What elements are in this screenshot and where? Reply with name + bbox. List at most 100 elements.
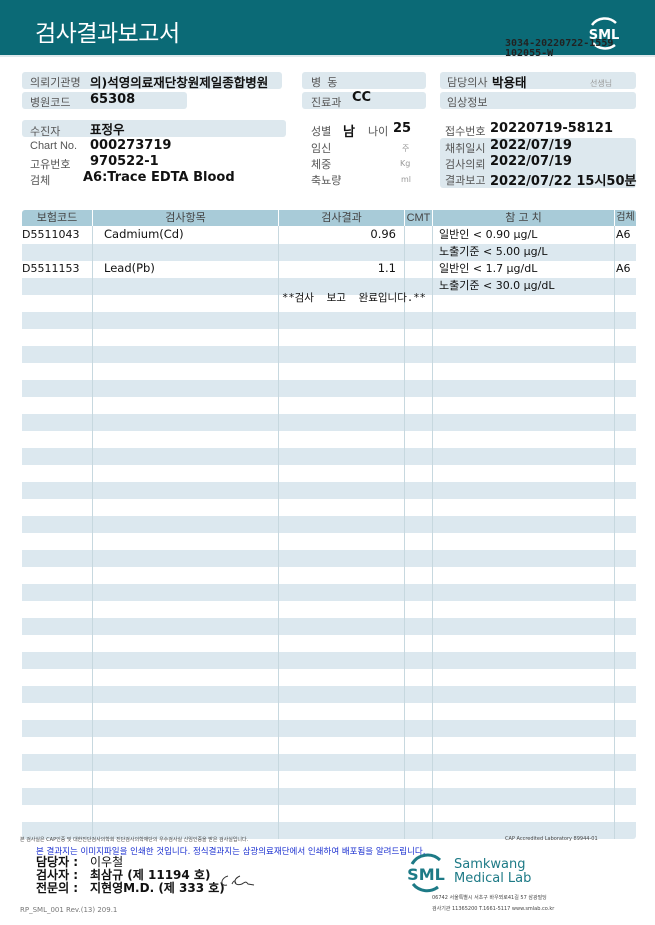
table-row [22,550,636,567]
cell-item: Lead(Pb) [104,261,155,275]
dept-value: CC [352,90,372,105]
manager-value: 이우철 [90,855,124,869]
weight-unit: Kg [400,159,411,168]
table-row [22,601,636,618]
sex-value: 남 [343,125,355,140]
hospital-code-box [22,92,187,109]
table-row [22,346,636,363]
doctor-suffix: 선생님 [590,79,613,88]
table-row [22,686,636,703]
age-value: 25 [393,121,412,136]
table-row [22,720,636,737]
table-row [22,567,636,584]
urine-unit: ml [401,175,412,184]
dates-box [440,138,636,188]
ward-label: 병 동 [311,77,338,89]
completion-message: **검사 보고 완료입니다.** [282,292,426,304]
table-row [22,329,636,346]
table-row [22,754,636,771]
report-label: 결과보고 [445,175,486,187]
lab-contact: 검사기관 11365200 T.1661-5117 www.smlab.co.k… [432,906,555,912]
age-label: 나이 [368,126,389,138]
specialist-label: 전문의 : [36,881,79,895]
patient-value: 표정우 [90,122,125,137]
report-code-1: 3034-20220722-1559 [505,38,614,49]
cell-code: D5511153 [22,262,80,275]
form-code: RP_SML_001 Rev.(13) 209.1 [20,906,118,914]
dept-label: 진료과 [311,97,342,109]
chart-label: Chart No. [30,140,78,152]
org-label: 의뢰기관명 [30,77,81,89]
column-divider [404,226,405,839]
table-row [22,414,636,431]
patient-box [22,120,286,137]
col-header-reference: 참 고 치 [433,210,614,226]
column-divider [432,226,433,839]
col-header-code: 보험코드 [22,210,92,226]
table-row [22,499,636,516]
table-row [22,448,636,465]
cap-accreditation: CAP Accredited Laboratory 89944-01 [505,836,598,842]
notice-text: 본 결과지는 이미지파일을 인쇄한 것입니다. 정식결과지는 삼광의료재단에서 … [36,847,426,857]
hospital-code-value: 65308 [90,92,136,107]
table-row [22,635,636,652]
collect-value: 2022/07/19 [490,138,572,153]
specimen-label: 검체 [30,175,51,187]
column-divider [614,226,615,839]
report-code-2: 102055-W [505,48,554,59]
table-row [22,652,636,669]
table-row [22,465,636,482]
cell-specimen: A6 [616,262,631,275]
table-row [22,244,636,261]
table-row [22,397,636,414]
table-row [22,584,636,601]
table-row [22,482,636,499]
dept-box [302,92,426,109]
cell-ref: 일반인 < 0.90 μg/L [439,228,538,241]
table-row [22,805,636,822]
table-row [22,788,636,805]
table-row [22,363,636,380]
clinical-label: 임상정보 [447,97,488,109]
svg-text:SML: SML [407,865,445,884]
cert-note: 본 검사실은 CAP인증 및 대한진단검사의학회 진단검사의학재단의 우수검사실… [20,837,249,843]
lab-name: Samkwang Medical Lab [454,858,531,886]
cell-specimen: A6 [616,228,631,241]
lab-address: 06742 서울특별시 서초구 바우뫼로41길 57 삼광빌딩 [432,895,547,901]
page-title: 검사결과보고서 [35,21,180,47]
weight-label: 체중 [311,159,332,171]
col-header-specimen: 검체 [615,210,636,226]
tester-value: 최삼규 (제 11194 호) [90,868,211,882]
table-row [22,669,636,686]
lab-name-line2: Medical Lab [454,871,532,886]
manager-label: 담당자 : [36,855,79,869]
patient-label: 수진자 [30,126,61,138]
table-row [22,737,636,754]
pregnancy-label: 임신 [311,143,332,155]
collect-label: 채취일시 [445,143,486,155]
col-header-item: 검사항목 [93,210,278,226]
col-header-result: 검사결과 [279,210,404,226]
column-divider [278,226,279,839]
specialist-value: 지현영M.D. (제 333 호) [90,881,225,895]
sex-label: 성별 [311,126,332,138]
clinical-box [440,92,636,109]
specimen-value: A6:Trace EDTA Blood [83,170,235,185]
receipt-value: 20220719-58121 [490,121,613,136]
table-row [22,312,636,329]
table-row [22,431,636,448]
chart-value: 000273719 [90,138,172,153]
column-divider [92,226,93,839]
svg-text:SML: SML [589,28,620,43]
doctor-label: 담당의사 [447,77,488,89]
request-value: 2022/07/19 [490,154,572,169]
cell-result: 0.96 [370,227,396,241]
doctor-box [440,72,636,89]
table-row [22,278,636,295]
cell-code: D5511043 [22,228,80,241]
ward-box [302,72,426,89]
col-header-cmt: CMT [405,210,432,226]
table-row [22,380,636,397]
table-row [22,703,636,720]
table-row [22,533,636,550]
